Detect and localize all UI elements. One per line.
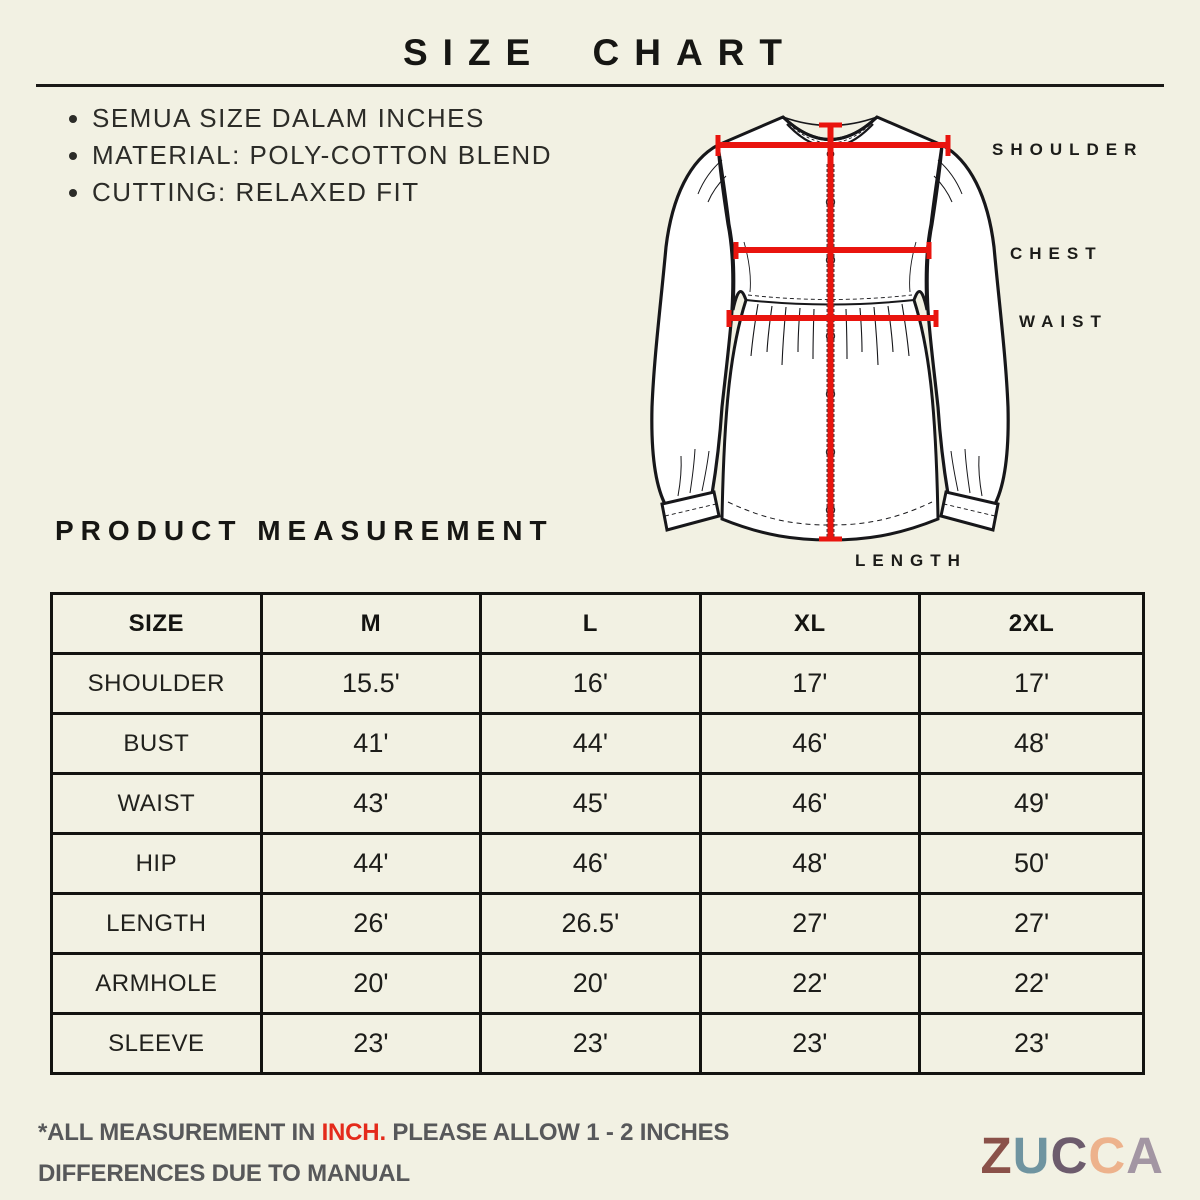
column-header-size: SIZE: [50, 592, 263, 655]
row-label: WAIST: [50, 772, 263, 835]
table-cell: 50': [918, 832, 1145, 895]
table-row-shoulder: SHOULDER 15.5' 16' 17' 17': [50, 652, 1145, 715]
logo-letter: U: [1012, 1127, 1051, 1184]
measurement-table: SIZE M L XL 2XL SHOULDER 15.5' 16' 17' 1…: [50, 592, 1145, 1075]
table-row-waist: WAIST 43' 45' 46' 49': [50, 772, 1145, 835]
table-cell: 41': [259, 712, 483, 775]
product-notes-list: SEMUA SIZE DALAM INCHES MATERIAL: POLY-C…: [66, 104, 552, 215]
table-row-length: LENGTH 26' 26.5' 27' 27': [50, 892, 1145, 955]
table-cell: 23': [479, 1012, 702, 1075]
table-cell: 48': [918, 712, 1145, 775]
shoulder-label: SHOULDER: [992, 140, 1144, 159]
logo-letter: C: [1088, 1127, 1127, 1184]
table-cell: 46': [698, 712, 922, 775]
table-cell: 22': [918, 952, 1145, 1015]
table-cell: 16': [479, 652, 702, 715]
blouse-drawing-svg: [650, 115, 1010, 542]
table-cell: 43': [259, 772, 483, 835]
table-cell: 23': [918, 1012, 1145, 1075]
table-row-hip: HIP 44' 46' 48' 50': [50, 832, 1145, 895]
puff-sleeves: [650, 142, 1010, 532]
inch-highlight: INCH.: [321, 1119, 387, 1146]
table-cell: 49': [918, 772, 1145, 835]
blouse-illustration: [618, 92, 1063, 570]
measurement-disclaimer: *ALL MEASUREMENT IN INCH. PLEASE ALLOW 1…: [38, 1112, 898, 1200]
table-cell: 26.5': [479, 892, 702, 955]
table-cell: 48': [698, 832, 922, 895]
section-title: PRODUCT MEASUREMENT: [55, 515, 554, 546]
table-cell: 27': [698, 892, 922, 955]
table-cell: 27': [918, 892, 1145, 955]
table-cell: 23': [259, 1012, 483, 1075]
table-header-row: SIZE M L XL 2XL: [50, 592, 1145, 655]
logo-letter: A: [1126, 1127, 1164, 1184]
row-label: ARMHOLE: [50, 952, 263, 1015]
table-cell: 44': [479, 712, 702, 775]
table-cell: 46': [698, 772, 922, 835]
measurement-lines: [715, 122, 951, 542]
brand-logo: ZUCCA: [980, 1126, 1164, 1185]
row-label: BUST: [50, 712, 263, 775]
column-header-m: M: [259, 592, 483, 655]
note-item: SEMUA SIZE DALAM INCHES: [92, 104, 552, 132]
disclaimer-line-2: MEASUREMENT AND DIFFERENT MEASURING TAPE…: [38, 1194, 898, 1200]
table-row-bust: BUST 41' 44' 46' 48': [50, 712, 1145, 775]
disclaimer-line-1: *ALL MEASUREMENT IN INCH. PLEASE ALLOW 1…: [38, 1119, 730, 1187]
row-label: SHOULDER: [50, 652, 263, 715]
table-cell: 15.5': [259, 652, 483, 715]
logo-letter: C: [1050, 1127, 1089, 1184]
table-cell: 20': [259, 952, 483, 1015]
length-label: LENGTH: [855, 551, 967, 570]
table-row-armhole: ARMHOLE 20' 20' 22' 22': [50, 952, 1145, 1015]
table-cell: 26': [259, 892, 483, 955]
row-label: LENGTH: [50, 892, 263, 955]
title-divider: [36, 84, 1164, 87]
chest-label: CHEST: [1010, 244, 1103, 263]
table-cell: 20': [479, 952, 702, 1015]
table-cell: 17': [918, 652, 1145, 715]
table-cell: 45': [479, 772, 702, 835]
table-cell: 23': [698, 1012, 922, 1075]
column-header-l: L: [479, 592, 702, 655]
row-label: SLEEVE: [50, 1012, 263, 1075]
table-cell: 44': [259, 832, 483, 895]
row-label: HIP: [50, 832, 263, 895]
page-title: SIZE CHART: [403, 32, 797, 73]
table-cell: 46': [479, 832, 702, 895]
column-header-2xl: 2XL: [918, 592, 1145, 655]
logo-letter: Z: [980, 1127, 1013, 1184]
table-cell: 22': [698, 952, 922, 1015]
note-item: CUTTING: RELAXED FIT: [92, 178, 552, 206]
waist-label: WAIST: [1019, 312, 1108, 331]
table-cell: 17': [698, 652, 922, 715]
note-item: MATERIAL: POLY-COTTON BLEND: [92, 141, 552, 169]
table-row-sleeve: SLEEVE 23' 23' 23' 23': [50, 1012, 1145, 1075]
column-header-xl: XL: [698, 592, 922, 655]
